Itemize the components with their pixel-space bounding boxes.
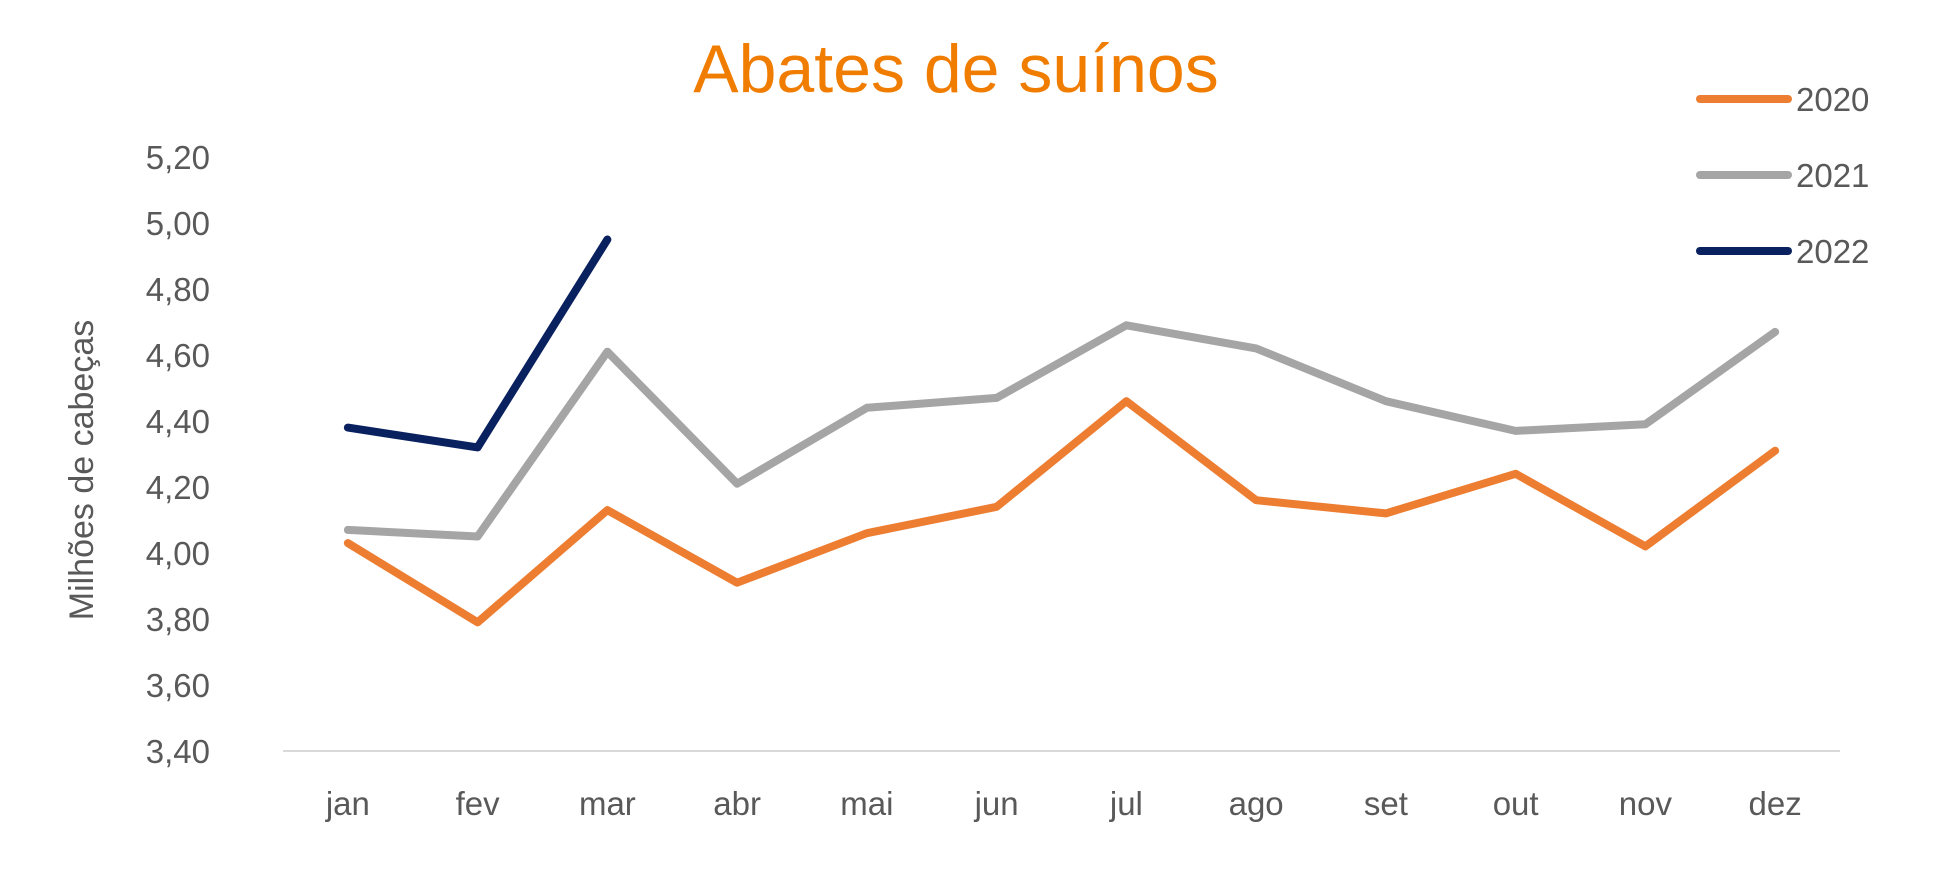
x-tick-label: ago: [1229, 785, 1284, 822]
y-tick-label: 5,00: [146, 205, 210, 242]
data-point: [345, 527, 350, 532]
x-tick-label: mar: [579, 785, 636, 822]
data-point: [1383, 399, 1388, 404]
legend-label: 2022: [1796, 233, 1869, 270]
data-point: [994, 395, 999, 400]
data-point: [1773, 329, 1778, 334]
data-point: [864, 531, 869, 536]
data-point: [605, 349, 610, 354]
legend-item: 2021: [1696, 157, 1869, 194]
chart-title: Abates de suínos: [693, 31, 1218, 107]
x-tick-label: out: [1493, 785, 1539, 822]
data-point: [1643, 422, 1648, 427]
x-tick-label: mai: [840, 785, 893, 822]
x-tick-label: abr: [713, 785, 761, 822]
legend-item: 2020: [1696, 81, 1869, 118]
data-point: [1254, 346, 1259, 351]
y-tick-label: 4,00: [146, 535, 210, 572]
data-point: [1643, 544, 1648, 549]
x-tick-label: nov: [1619, 785, 1673, 822]
y-tick-label: 3,80: [146, 601, 210, 638]
data-point: [1124, 323, 1129, 328]
y-tick-label: 4,40: [146, 403, 210, 440]
data-point: [1513, 428, 1518, 433]
data-point: [475, 534, 480, 539]
data-point: [1513, 471, 1518, 476]
data-point: [605, 237, 610, 242]
data-point: [864, 405, 869, 410]
x-tick-label: fev: [456, 785, 501, 822]
y-tick-label: 3,40: [146, 733, 210, 770]
y-tick-label: 4,20: [146, 469, 210, 506]
y-axis-label: Milhões de cabeças: [63, 320, 101, 621]
series-line: [343, 397, 1780, 627]
series-line: [343, 235, 612, 452]
data-point: [475, 445, 480, 450]
y-axis-ticks: 3,40 3,60 3,80 4,00 4,20 4,40 4,60 4,80 5,00 5,20: [146, 139, 210, 770]
x-axis-categories: jan fev mar abr mai jun jul ago set out nov dez: [325, 785, 1802, 822]
data-point: [994, 504, 999, 509]
data-point: [605, 508, 610, 513]
series-lines: [343, 235, 1780, 627]
data-point: [1124, 399, 1129, 404]
y-tick-label: 5,20: [146, 139, 210, 176]
y-tick-label: 3,60: [146, 667, 210, 704]
series-2022: [343, 235, 612, 452]
legend-label: 2020: [1796, 81, 1869, 118]
series-2020: [343, 397, 1780, 627]
data-point: [1383, 511, 1388, 516]
data-point: [345, 425, 350, 430]
x-tick-label: dez: [1749, 785, 1802, 822]
x-tick-label: jun: [974, 785, 1019, 822]
x-tick-label: jan: [325, 785, 370, 822]
data-point: [1773, 448, 1778, 453]
data-point: [735, 481, 740, 486]
y-tick-label: 4,80: [146, 271, 210, 308]
legend: 2020 2021 2022: [1696, 81, 1869, 270]
y-tick-label: 4,60: [146, 337, 210, 374]
legend-item: 2022: [1696, 233, 1869, 270]
data-point: [345, 541, 350, 546]
x-tick-label: set: [1364, 785, 1408, 822]
data-point: [1254, 498, 1259, 503]
data-point: [475, 620, 480, 625]
x-tick-label: jul: [1109, 785, 1143, 822]
legend-label: 2021: [1796, 157, 1869, 194]
data-point: [735, 580, 740, 585]
series-2021: [343, 321, 1780, 541]
series-line: [343, 321, 1780, 541]
